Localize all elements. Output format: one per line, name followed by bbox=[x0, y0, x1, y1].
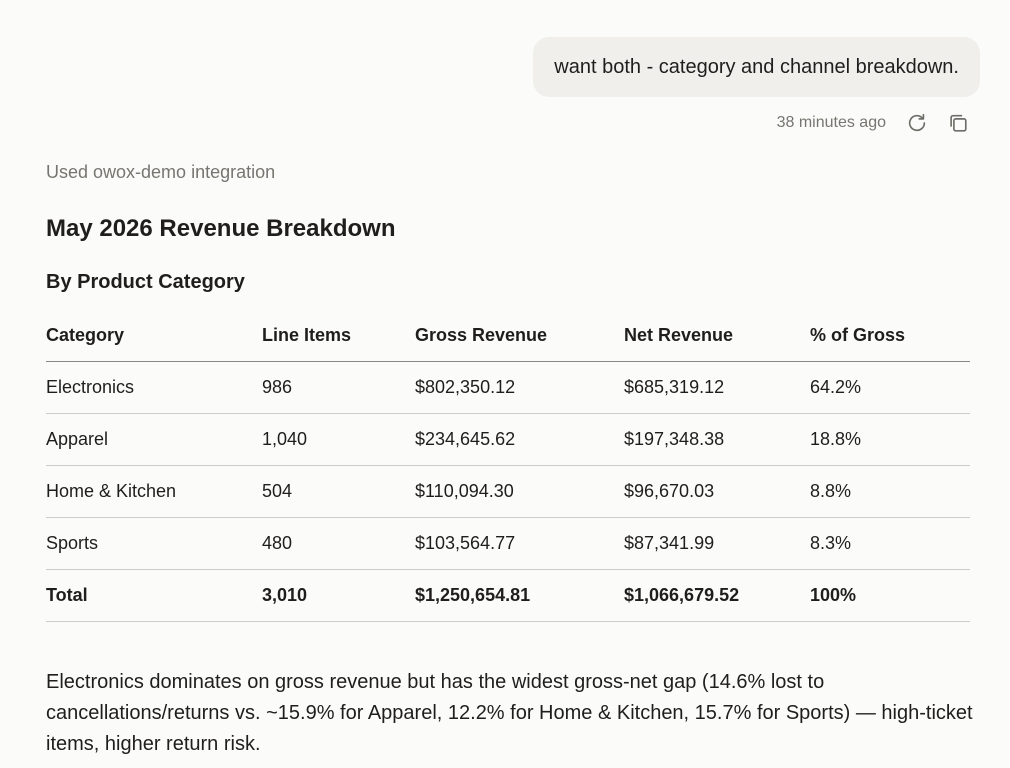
table-cell: $685,319.12 bbox=[624, 361, 810, 414]
column-header: % of Gross bbox=[810, 310, 970, 362]
table-cell: Sports bbox=[46, 517, 262, 570]
table-cell: $96,670.03 bbox=[624, 465, 810, 518]
table-cell: 1,040 bbox=[262, 413, 415, 466]
table-cell: Electronics bbox=[46, 361, 262, 414]
table-cell: $234,645.62 bbox=[415, 413, 624, 466]
table-cell: $802,350.12 bbox=[415, 361, 624, 414]
table-cell: Apparel bbox=[46, 413, 262, 466]
user-message-bubble: want both - category and channel breakdo… bbox=[533, 37, 980, 97]
total-cell: Total bbox=[46, 569, 262, 622]
table-cell: 480 bbox=[262, 517, 415, 570]
table-cell: 8.8% bbox=[810, 465, 970, 518]
table-cell: 18.8% bbox=[810, 413, 970, 466]
total-cell: 3,010 bbox=[262, 569, 415, 622]
user-message-text: want both - category and channel breakdo… bbox=[554, 55, 959, 78]
copy-button[interactable] bbox=[946, 111, 970, 135]
column-header: Gross Revenue bbox=[415, 310, 624, 362]
message-actions: 38 minutes ago bbox=[777, 109, 970, 137]
table-cell: $87,341.99 bbox=[624, 517, 810, 570]
column-header: Net Revenue bbox=[624, 310, 810, 362]
total-cell: $1,066,679.52 bbox=[624, 569, 810, 622]
integration-note[interactable]: Used owox-demo integration bbox=[46, 162, 276, 182]
analysis-summary: Electronics dominates on gross revenue b… bbox=[46, 671, 973, 755]
total-cell: 100% bbox=[810, 569, 970, 622]
table-cell: 8.3% bbox=[810, 517, 970, 570]
column-header: Category bbox=[46, 310, 262, 362]
table-cell: $110,094.30 bbox=[415, 465, 624, 518]
refresh-icon bbox=[908, 113, 926, 132]
total-cell: $1,250,654.81 bbox=[415, 569, 624, 622]
message-timestamp: 38 minutes ago bbox=[776, 114, 886, 131]
table-row: Sports 480 $103,564.77 $87,341.99 8.3% bbox=[46, 517, 970, 570]
revenue-table: Category Line Items Gross Revenue Net Re… bbox=[46, 310, 970, 622]
table-row: Electronics 986 $802,350.12 $685,319.12 … bbox=[46, 361, 970, 414]
table-cell: $103,564.77 bbox=[415, 517, 624, 570]
copy-icon bbox=[950, 114, 967, 132]
table-cell: $197,348.38 bbox=[624, 413, 810, 466]
table-cell: 504 bbox=[262, 465, 415, 518]
table-cell: Home & Kitchen bbox=[46, 465, 262, 518]
response-title: May 2026 Revenue Breakdown bbox=[46, 215, 396, 242]
table-row: Apparel 1,040 $234,645.62 $197,348.38 18… bbox=[46, 413, 970, 466]
retry-button[interactable] bbox=[905, 111, 929, 135]
table-cell: 64.2% bbox=[810, 361, 970, 414]
table-row: Home & Kitchen 504 $110,094.30 $96,670.0… bbox=[46, 465, 970, 518]
table-cell: 986 bbox=[262, 361, 415, 414]
column-header: Line Items bbox=[262, 310, 415, 362]
section-subtitle: By Product Category bbox=[46, 271, 245, 293]
table-total-row: Total 3,010 $1,250,654.81 $1,066,679.52 … bbox=[46, 569, 970, 622]
table-header-row: Category Line Items Gross Revenue Net Re… bbox=[46, 310, 970, 362]
